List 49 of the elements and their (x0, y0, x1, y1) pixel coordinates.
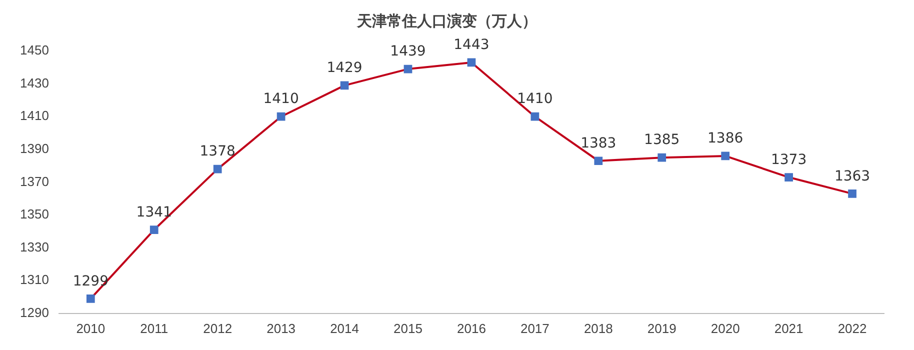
x-tick-label: 2018 (584, 320, 613, 336)
y-tick-label: 1350 (20, 206, 49, 222)
x-tick-label: 2016 (457, 320, 486, 336)
data-label: 1386 (708, 130, 744, 147)
x-tick-label: 2019 (647, 320, 676, 336)
point (86, 294, 95, 303)
data-label: 1443 (454, 37, 490, 54)
x-tick-label: 2022 (838, 320, 867, 336)
point (340, 81, 349, 90)
point (721, 152, 730, 160)
y-tick-label: 1330 (20, 239, 49, 254)
point (530, 112, 540, 121)
data-label: 1385 (644, 132, 680, 148)
data-label: 1439 (390, 44, 426, 60)
point (150, 226, 158, 234)
chart-title: 天津常住人口演变（万人） (356, 12, 537, 30)
point (658, 153, 666, 162)
point (404, 64, 412, 74)
point (848, 190, 856, 198)
x-tick-label: 2015 (394, 320, 422, 336)
data-label: 1410 (517, 91, 553, 108)
y-tick-label: 1370 (20, 174, 49, 189)
point (276, 112, 286, 121)
data-label: 1341 (136, 204, 172, 220)
x-tick-label: 2014 (330, 320, 359, 336)
x-tick-label: 2020 (710, 320, 740, 336)
x-tick-label: 2013 (266, 320, 296, 336)
data-label: 1299 (72, 273, 108, 290)
y-tick-label: 1390 (20, 140, 49, 156)
data-label: 1373 (770, 152, 807, 168)
data-label: 1383 (580, 136, 616, 152)
data-label: 1410 (263, 91, 299, 108)
y-tick-label: 1310 (20, 272, 49, 288)
point (467, 58, 476, 67)
y-tick-label: 1290 (20, 304, 49, 320)
data-label: 1378 (200, 144, 236, 160)
data-label: 1429 (326, 60, 362, 76)
data-label: 1363 (834, 168, 870, 184)
x-tick-label: 2017 (520, 320, 550, 336)
point (213, 164, 222, 174)
x-tick-label: 2021 (774, 320, 804, 336)
point (784, 173, 793, 182)
x-tick-label: 2010 (76, 320, 106, 336)
point (594, 156, 603, 166)
x-tick-label: 2011 (140, 320, 168, 336)
x-tick-label: 2012 (203, 320, 232, 336)
y-tick-label: 1450 (20, 42, 49, 58)
y-tick-label: 1430 (20, 75, 49, 90)
y-tick-label: 1410 (20, 108, 49, 124)
